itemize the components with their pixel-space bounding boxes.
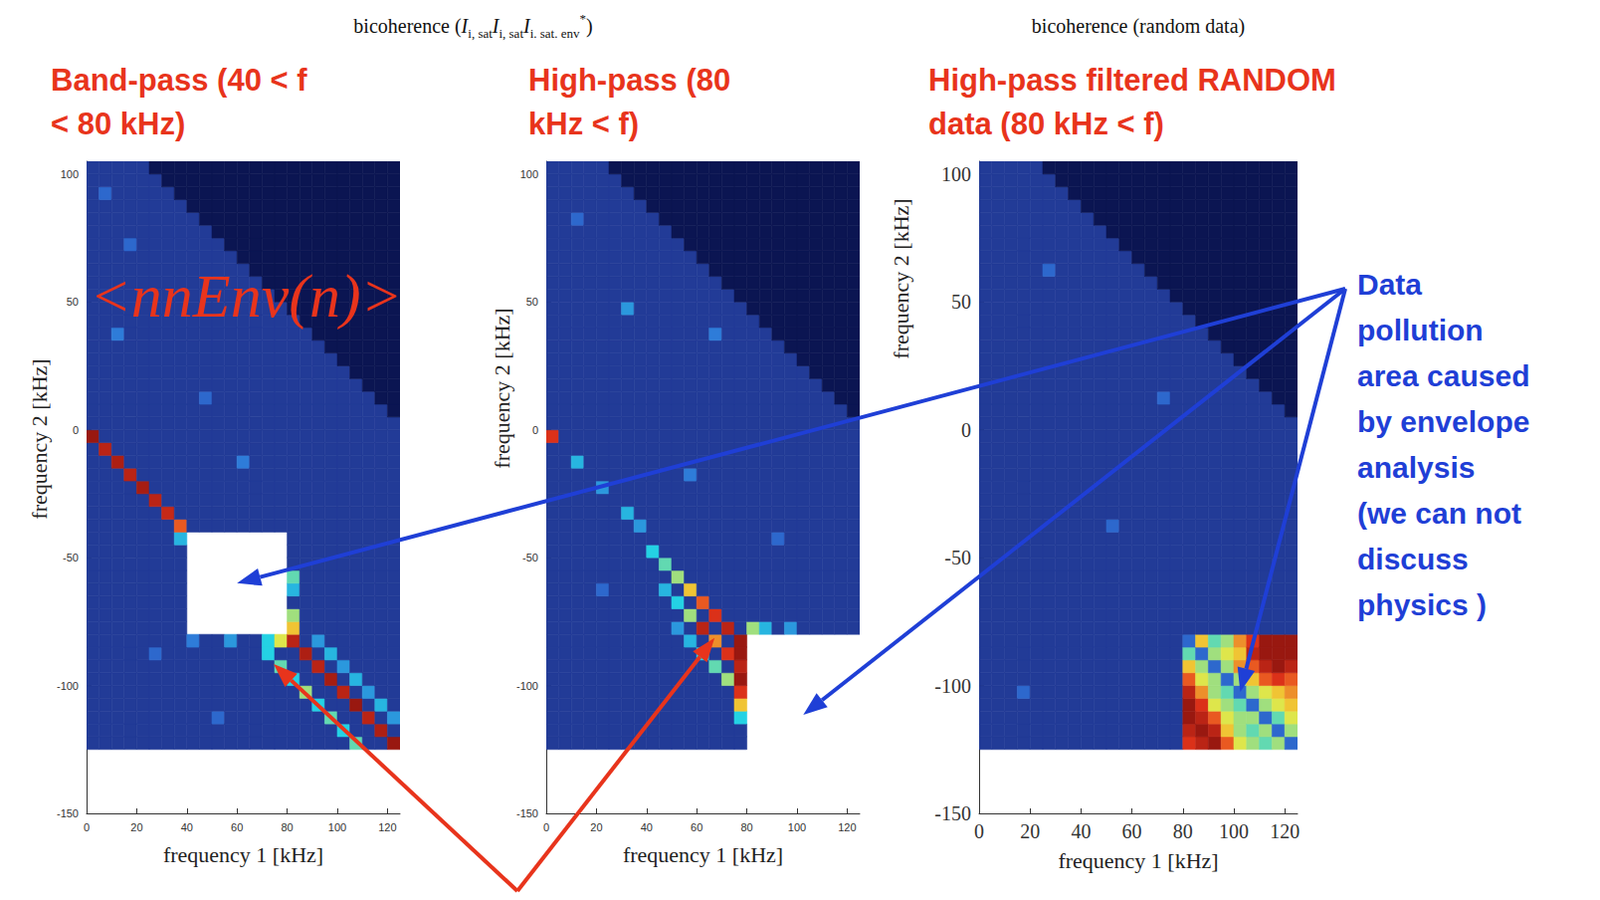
svg-text:I: I xyxy=(461,14,468,37)
svg-text:120: 120 xyxy=(378,820,397,833)
svg-text:80: 80 xyxy=(1173,819,1194,842)
svg-text:kHz < f): kHz < f) xyxy=(528,106,639,142)
svg-text:40: 40 xyxy=(1070,819,1091,842)
svg-text:-100: -100 xyxy=(934,674,972,697)
svg-text:-150: -150 xyxy=(934,801,972,824)
svg-text:60: 60 xyxy=(230,820,243,833)
svg-text:i. sat. env: i. sat. env xyxy=(530,25,581,41)
svg-text:-150: -150 xyxy=(56,806,79,819)
svg-text:50: 50 xyxy=(66,295,79,308)
svg-text:60: 60 xyxy=(690,820,703,833)
svg-text:data (80 kHz < f): data (80 kHz < f) xyxy=(928,106,1165,142)
svg-text:20: 20 xyxy=(130,820,143,833)
svg-text:0: 0 xyxy=(543,820,550,833)
svg-text:area caused: area caused xyxy=(1357,359,1530,393)
svg-text:60: 60 xyxy=(1122,819,1143,842)
svg-text:(we can not: (we can not xyxy=(1357,496,1522,530)
svg-text:40: 40 xyxy=(640,820,653,833)
svg-text:50: 50 xyxy=(526,295,539,308)
svg-text:-50: -50 xyxy=(62,551,79,564)
svg-text:I: I xyxy=(523,14,531,37)
svg-text:100: 100 xyxy=(520,168,539,181)
svg-text:<nnEnv(n)>: <nnEnv(n)> xyxy=(89,261,402,331)
svg-text:100: 100 xyxy=(328,820,347,833)
svg-text:-50: -50 xyxy=(522,551,539,564)
svg-text:pollution: pollution xyxy=(1357,313,1484,347)
svg-text:): ) xyxy=(586,14,594,38)
svg-text:120: 120 xyxy=(837,820,856,833)
svg-text:100: 100 xyxy=(788,820,806,833)
svg-text:frequency 2 [kHz]: frequency 2 [kHz] xyxy=(26,358,52,519)
svg-text:i, sat: i, sat xyxy=(467,25,493,41)
svg-text:frequency 1 [kHz]: frequency 1 [kHz] xyxy=(1057,847,1218,873)
svg-text:I: I xyxy=(492,14,500,37)
svg-text:80: 80 xyxy=(280,820,293,833)
svg-text:80: 80 xyxy=(740,820,753,833)
svg-text:20: 20 xyxy=(590,820,602,833)
svg-text:frequency 2 [kHz]: frequency 2 [kHz] xyxy=(888,198,914,359)
svg-text:bicoherence (random data): bicoherence (random data) xyxy=(1031,14,1245,38)
svg-text:< 80 kHz): < 80 kHz) xyxy=(50,106,186,142)
svg-text:High-pass filtered RANDOM: High-pass filtered RANDOM xyxy=(928,62,1337,98)
svg-text:Data: Data xyxy=(1357,267,1422,301)
svg-text:frequency 1 [kHz]: frequency 1 [kHz] xyxy=(622,841,784,867)
svg-text:-100: -100 xyxy=(516,679,539,692)
svg-text:100: 100 xyxy=(1218,819,1249,842)
svg-text:-150: -150 xyxy=(516,806,539,819)
svg-text:by envelope: by envelope xyxy=(1357,404,1530,438)
svg-text:High-pass (80: High-pass (80 xyxy=(528,62,731,98)
svg-text:0: 0 xyxy=(83,820,90,833)
svg-text:Band-pass (40 < f: Band-pass (40 < f xyxy=(50,62,308,98)
svg-text:0: 0 xyxy=(532,423,539,436)
svg-text:discuss: discuss xyxy=(1357,542,1469,576)
svg-text:physics ): physics ) xyxy=(1357,588,1487,621)
svg-text:40: 40 xyxy=(181,820,194,833)
svg-text:frequency 1 [kHz]: frequency 1 [kHz] xyxy=(163,841,324,867)
svg-text:0: 0 xyxy=(961,418,972,441)
svg-text:analysis: analysis xyxy=(1357,450,1475,484)
svg-text:-100: -100 xyxy=(56,679,79,692)
svg-text:20: 20 xyxy=(1019,819,1040,842)
svg-text:0: 0 xyxy=(72,423,79,436)
svg-text:0: 0 xyxy=(974,819,985,842)
svg-text:100: 100 xyxy=(941,163,972,186)
svg-text:bicoherence (: bicoherence ( xyxy=(353,14,462,38)
svg-text:-50: -50 xyxy=(944,546,972,569)
svg-text:frequency 2 [kHz]: frequency 2 [kHz] xyxy=(489,307,515,468)
svg-text:120: 120 xyxy=(1269,819,1300,842)
svg-text:i, sat: i, sat xyxy=(498,25,524,41)
svg-text:100: 100 xyxy=(60,168,79,181)
svg-text:50: 50 xyxy=(951,290,972,313)
